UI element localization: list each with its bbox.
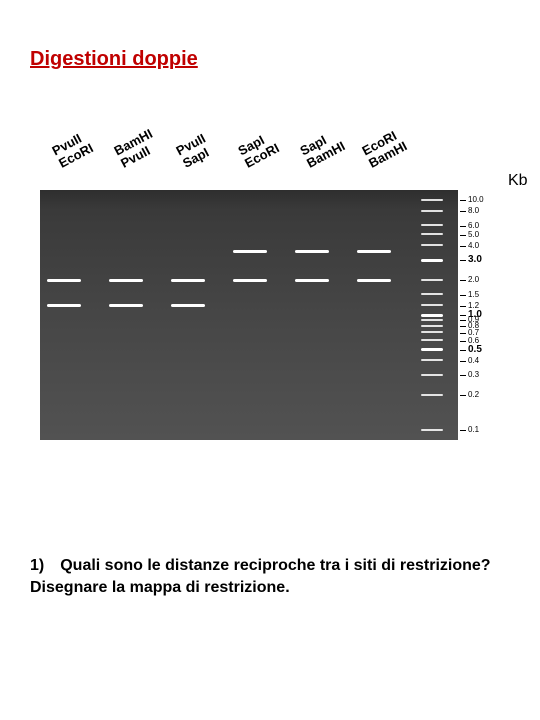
gel-band bbox=[357, 250, 391, 253]
ladder-band bbox=[421, 314, 443, 317]
ladder-band bbox=[421, 359, 443, 361]
ladder-band bbox=[421, 199, 443, 201]
ladder-kb-label: 0.4 bbox=[468, 356, 479, 365]
gel-band bbox=[295, 250, 329, 253]
ladder-kb-label: 0.2 bbox=[468, 390, 479, 399]
ladder-tick bbox=[460, 430, 466, 431]
ladder-kb-label: 5.0 bbox=[468, 230, 479, 239]
ladder-kb-label: 3.0 bbox=[468, 254, 482, 265]
ladder-band bbox=[421, 348, 443, 351]
ladder-band bbox=[421, 233, 443, 235]
lane-label: EcoRIBamHI bbox=[360, 127, 409, 170]
ladder-kb-label: 6.0 bbox=[468, 221, 479, 230]
ladder-tick bbox=[460, 260, 466, 261]
ladder-tick bbox=[460, 315, 466, 316]
ladder-kb-label: 8.0 bbox=[468, 206, 479, 215]
ladder-tick bbox=[460, 320, 466, 321]
gel-band bbox=[47, 304, 81, 307]
question-text: 1) Quali sono le distanze reciproche tra… bbox=[30, 555, 510, 598]
ladder-kb-label: 0.5 bbox=[468, 344, 482, 355]
gel-band bbox=[109, 279, 143, 282]
title-text: Digestioni doppie bbox=[30, 48, 198, 70]
ladder-tick bbox=[460, 375, 466, 376]
gel-area: 10.08.06.05.04.03.02.01.51.21.00.90.80.7… bbox=[40, 190, 505, 440]
ladder-band bbox=[421, 259, 443, 262]
unit-label: Kb bbox=[508, 172, 528, 190]
ladder-band bbox=[421, 339, 443, 341]
ladder-band bbox=[421, 429, 443, 431]
gel-band bbox=[171, 304, 205, 307]
ladder-tick bbox=[460, 326, 466, 327]
ladder-tick bbox=[460, 200, 466, 201]
ladder-tick bbox=[460, 361, 466, 362]
ladder-tick bbox=[460, 333, 466, 334]
ladder-tick bbox=[460, 306, 466, 307]
ladder-band bbox=[421, 210, 443, 212]
gel-image bbox=[40, 190, 458, 440]
lane-label: PvuIIEcoRI bbox=[50, 129, 95, 170]
ladder-kb-label: 4.0 bbox=[468, 241, 479, 250]
page-title: Digestioni doppie bbox=[30, 48, 198, 71]
ladder-band bbox=[421, 331, 443, 333]
lane-label: SapIEcoRI bbox=[236, 129, 281, 170]
ladder-kb-label: 10.0 bbox=[468, 195, 484, 204]
ladder-tick bbox=[460, 235, 466, 236]
lane-label: BamHIPvuII bbox=[112, 127, 161, 170]
ladder-tick bbox=[460, 395, 466, 396]
gel-band bbox=[233, 250, 267, 253]
ladder-kb-label: 1.5 bbox=[468, 290, 479, 299]
gel-band bbox=[109, 304, 143, 307]
gel-band bbox=[357, 279, 391, 282]
ladder-kb-label: 2.0 bbox=[468, 275, 479, 284]
ladder-band bbox=[421, 325, 443, 327]
ladder-kb-label: 0.1 bbox=[468, 425, 479, 434]
ladder-band bbox=[421, 374, 443, 376]
ladder-tick bbox=[460, 295, 466, 296]
ladder-tick bbox=[460, 226, 466, 227]
ladder-band bbox=[421, 279, 443, 281]
gel-band bbox=[171, 279, 205, 282]
ladder-band bbox=[421, 394, 443, 396]
ladder-tick bbox=[460, 211, 466, 212]
lane-label: SapIBamHI bbox=[298, 127, 347, 170]
ladder-tick bbox=[460, 246, 466, 247]
ladder-tick bbox=[460, 280, 466, 281]
gel-band bbox=[47, 279, 81, 282]
ladder-band bbox=[421, 224, 443, 226]
gel-band bbox=[295, 279, 329, 282]
gel-band bbox=[233, 279, 267, 282]
ladder-tick bbox=[460, 350, 466, 351]
lane-label: PvuIISapI bbox=[174, 131, 214, 170]
ladder-band bbox=[421, 304, 443, 306]
ladder-band bbox=[421, 244, 443, 246]
ladder-band bbox=[421, 319, 443, 321]
ladder-kb-label: 0.3 bbox=[468, 370, 479, 379]
ladder-tick bbox=[460, 341, 466, 342]
ladder-band bbox=[421, 293, 443, 295]
